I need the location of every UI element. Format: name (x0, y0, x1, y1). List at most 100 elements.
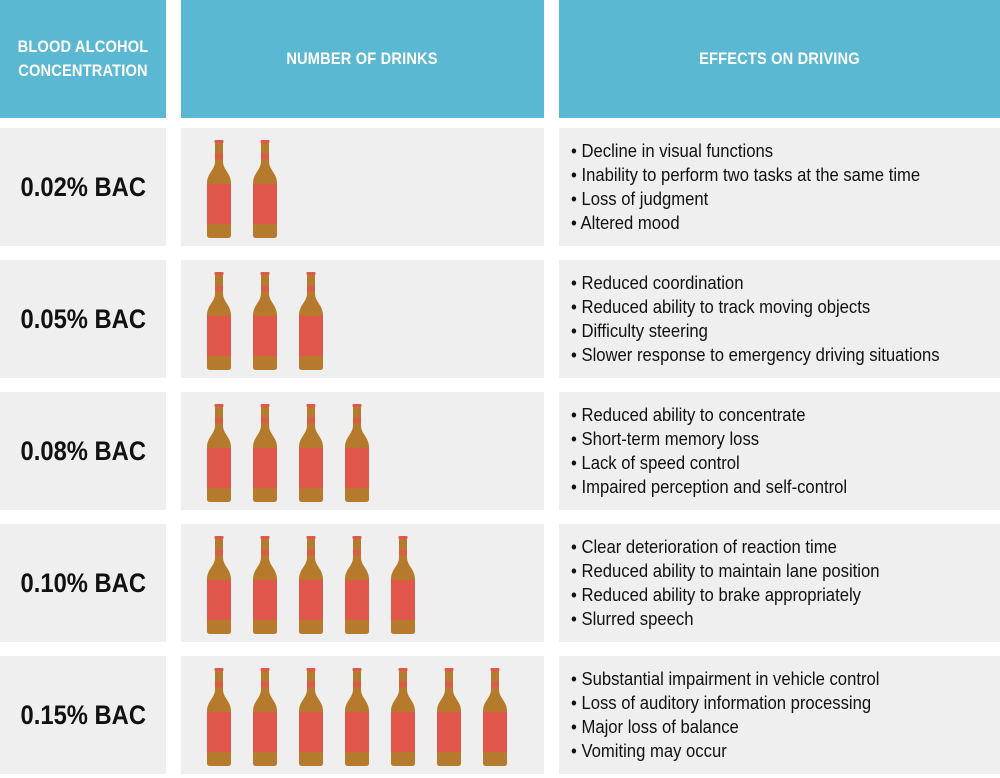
effect-item: • Short-term memory loss (571, 427, 847, 451)
bullet-icon: • (571, 668, 582, 689)
effect-item: • Inability to perform two tasks at the … (571, 163, 920, 187)
effect-item: • Major loss of balance (571, 715, 879, 739)
bac-value: 0.15% BAC (20, 699, 146, 730)
bullet-icon: • (571, 608, 582, 629)
effect-text: Reduced ability to maintain lane positio… (581, 560, 880, 581)
beer-bottle-icon (251, 536, 279, 634)
bac-value: 0.10% BAC (20, 567, 146, 598)
drinks-cell (181, 392, 544, 510)
effect-item: • Reduced ability to brake appropriately (571, 583, 880, 607)
effect-text: Inability to perform two tasks at the sa… (581, 164, 921, 185)
beer-bottle-icon (297, 668, 325, 766)
bullet-icon: • (571, 212, 581, 233)
beer-bottle-icon (251, 404, 279, 502)
effect-item: • Reduced ability to maintain lane posit… (571, 559, 880, 583)
bullet-icon: • (571, 296, 582, 317)
effect-item: • Loss of auditory information processin… (571, 691, 879, 715)
effect-item: • Decline in visual functions (571, 139, 920, 163)
effect-text: Impaired perception and self-control (581, 476, 848, 497)
effect-item: • Reduced coordination (571, 271, 940, 295)
effects-cell: • Decline in visual functions • Inability… (559, 128, 1000, 246)
bullet-icon: • (571, 320, 582, 341)
effect-item: • Altered mood (571, 211, 920, 235)
beer-bottle-icon (205, 536, 233, 634)
effect-text: Loss of auditory information processing (581, 692, 872, 713)
bullet-icon: • (571, 344, 582, 365)
effect-item: • Lack of speed control (571, 451, 847, 475)
effect-text: Loss of judgment (581, 188, 709, 209)
effects-list: • Decline in visual functions • Inability… (559, 139, 959, 235)
beer-bottle-icon (205, 140, 233, 238)
beer-bottle-icon (481, 668, 509, 766)
beer-bottle-icon (251, 272, 279, 370)
effect-text: Substantial impairment in vehicle contro… (581, 668, 880, 689)
drinks-cell (181, 128, 544, 246)
beer-bottle-icon (251, 140, 279, 238)
beer-bottle-icon (343, 536, 371, 634)
bullet-icon: • (571, 692, 582, 713)
effect-item: • Reduced ability to track moving object… (571, 295, 940, 319)
effect-item: • Slurred speech (571, 607, 880, 631)
effect-text: Major loss of balance (581, 716, 739, 737)
effect-text: Clear deterioration of reaction time (581, 536, 837, 557)
header-effects: EFFECTS ON DRIVING (559, 0, 1000, 118)
effects-list: • Substantial impairment in vehicle cont… (559, 667, 914, 763)
bullet-icon: • (571, 584, 582, 605)
bullet-icon: • (571, 164, 582, 185)
effect-text: Short-term memory loss (581, 428, 760, 449)
header-bac-label: BLOOD ALCOHOL CONCENTRATION (17, 37, 149, 80)
bullet-icon: • (571, 740, 582, 761)
effects-list: • Reduced coordination • Reduced ability … (559, 271, 981, 367)
beer-bottle-icon (205, 272, 233, 370)
effects-list: • Clear deterioration of reaction time • … (559, 535, 914, 631)
effect-text: Slurred speech (581, 608, 694, 629)
beer-bottle-icon (343, 404, 371, 502)
bac-cell: 0.02% BAC (0, 128, 166, 246)
bac-cell: 0.10% BAC (0, 524, 166, 642)
beer-bottle-icon (435, 668, 463, 766)
header-drinks-label: NUMBER OF DRINKS (286, 49, 439, 68)
effects-cell: • Substantial impairment in vehicle cont… (559, 656, 1000, 774)
beer-bottle-icon (297, 404, 325, 502)
bac-cell: 0.05% BAC (0, 260, 166, 378)
bullet-icon: • (571, 428, 582, 449)
effects-list: • Reduced ability to concentrate • Short-… (559, 403, 878, 499)
effect-item: • Loss of judgment (571, 187, 920, 211)
bullet-icon: • (571, 140, 582, 161)
effect-item: • Clear deterioration of reaction time (571, 535, 880, 559)
header-effects-label: EFFECTS ON DRIVING (699, 49, 860, 68)
beer-bottle-icon (297, 536, 325, 634)
effect-text: Difficulty steering (581, 320, 708, 341)
effect-text: Slower response to emergency driving sit… (581, 344, 940, 365)
bullet-icon: • (571, 560, 582, 581)
effect-item: • Impaired perception and self-control (571, 475, 847, 499)
effect-text: Vomiting may occur (581, 740, 727, 761)
bullet-icon: • (571, 452, 582, 473)
beer-bottle-icon (297, 272, 325, 370)
bac-value: 0.08% BAC (20, 435, 146, 466)
beer-bottle-icon (205, 668, 233, 766)
bac-cell: 0.08% BAC (0, 392, 166, 510)
effects-cell: • Clear deterioration of reaction time • … (559, 524, 1000, 642)
bullet-icon: • (571, 272, 582, 293)
drinks-cell (181, 524, 544, 642)
effect-text: Altered mood (580, 212, 680, 233)
bac-value: 0.05% BAC (20, 303, 146, 334)
beer-bottle-icon (251, 668, 279, 766)
bullet-icon: • (571, 188, 582, 209)
beer-bottle-icon (343, 668, 371, 766)
beer-bottle-icon (389, 536, 417, 634)
drinks-cell (181, 260, 544, 378)
bullet-icon: • (571, 404, 582, 425)
effect-text: Decline in visual functions (581, 140, 774, 161)
effect-item: • Difficulty steering (571, 319, 940, 343)
bullet-icon: • (571, 716, 582, 737)
bac-cell: 0.15% BAC (0, 656, 166, 774)
header-bac: BLOOD ALCOHOL CONCENTRATION (0, 0, 166, 118)
effect-text: Reduced ability to brake appropriately (581, 584, 861, 605)
effect-item: • Slower response to emergency driving s… (571, 343, 940, 367)
bullet-icon: • (571, 536, 582, 557)
bac-value: 0.02% BAC (20, 171, 146, 202)
effect-text: Reduced ability to concentrate (581, 404, 806, 425)
effect-text: Reduced ability to track moving objects (581, 296, 871, 317)
